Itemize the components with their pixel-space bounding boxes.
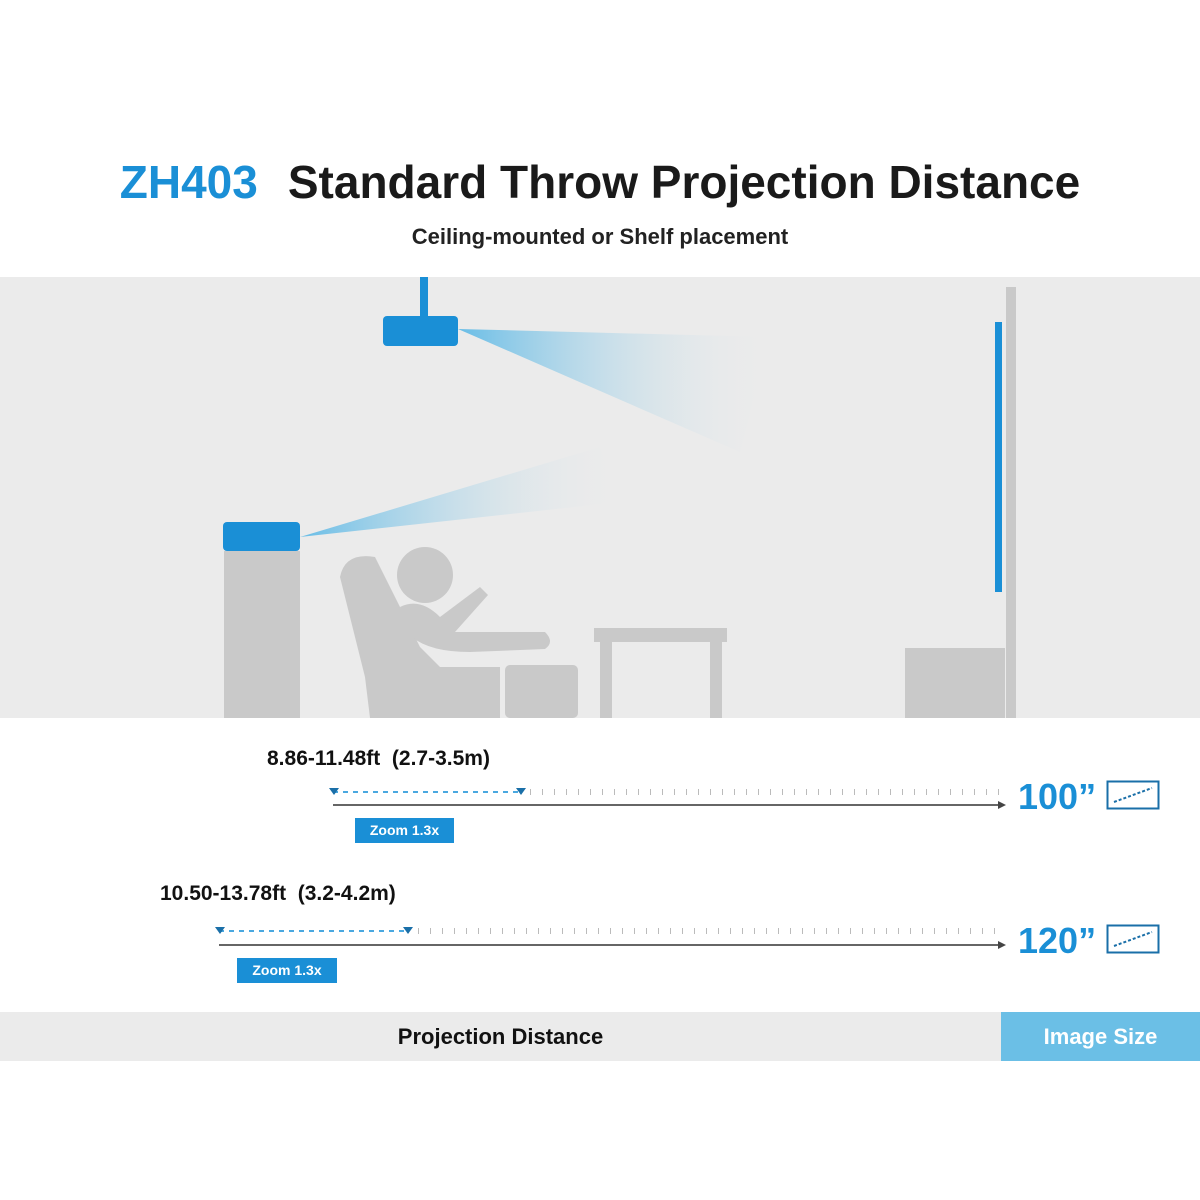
ceiling-mount [420,277,428,317]
zoom-badge: Zoom 1.3x [237,958,337,983]
projection-screen [995,322,1002,592]
furniture [224,287,1016,718]
screen-diagonal-icon [1106,924,1160,954]
distance-label-100: 8.86-11.48ft (2.7-3.5m) [267,747,490,770]
table-top [594,628,727,642]
person-body [400,587,550,652]
marker-end [516,788,526,795]
shelf-projector-icon [223,522,300,551]
armchair [340,556,500,718]
arrow-icon [998,801,1006,809]
footer-image-size: Image Size [1001,1012,1200,1061]
marker-start [215,927,225,934]
distance-label-120: 10.50-13.78ft (3.2-4.2m) [160,882,396,905]
subtitle: Ceiling-mounted or Shelf placement [411,224,789,249]
cabinet [224,551,300,718]
marker-end [403,927,413,934]
speaker [905,648,1005,718]
distance-scale-100 [329,788,1006,809]
distance-scale-120 [215,927,1006,949]
zoom-badge: Zoom 1.3x [355,818,454,843]
footer-projection-distance: Projection Distance [0,1012,1001,1061]
title-text: Standard Throw Projection Distance [287,156,1081,208]
wall [1006,287,1016,718]
screen-diagonal-icon [1106,780,1160,810]
footrest [505,665,578,718]
image-size-120: 120” [1018,920,1097,961]
model-name: ZH403 [119,156,258,208]
person-head [397,547,453,603]
marker-start [329,788,339,795]
room-illustration [0,277,1200,718]
ceiling-projector-icon [383,316,458,346]
shelf-beam [300,447,620,537]
arrow-icon [998,941,1006,949]
ceiling-beam [458,329,770,452]
page-title: ZH403 Standard Throw Projection Distance [0,155,1200,209]
image-size-100: 100” [1018,776,1097,817]
